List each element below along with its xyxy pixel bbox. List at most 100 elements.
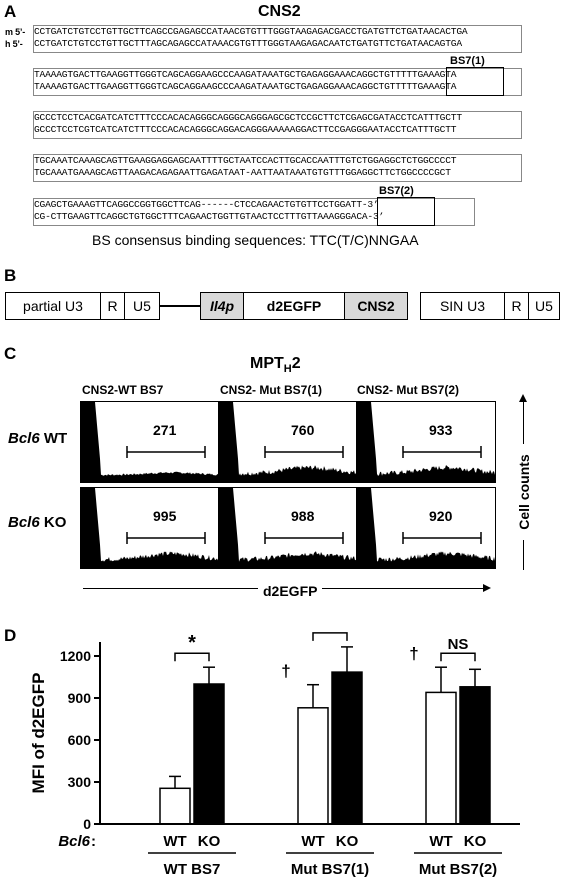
gate-value: 760 <box>291 422 315 438</box>
histogram-r1-c1: 271 <box>80 401 220 483</box>
row-label-ko-suffix: KO <box>39 514 67 531</box>
histogram-trace <box>219 488 357 568</box>
significance-label: * <box>188 632 196 654</box>
seq-row5-m: CGAGCTGAAAGTTCAGGCCGGTGGCTTCAG------CTCC… <box>34 199 379 210</box>
bar <box>425 691 457 825</box>
seq-block-2: TAAAAGTGACTTGAAGGTTGGGTCAGCAGGAAGCCCAAGA… <box>33 68 522 96</box>
bar <box>193 683 225 825</box>
y-tick-label: 1200 <box>60 648 91 664</box>
seq-block-4: TGCAAATCAAAGCAGTTGAAGGAGGAGCAATTTTGCTAAT… <box>33 154 522 182</box>
histogram-r1-c2: 760 <box>218 401 358 483</box>
histogram-r1-c3: 933 <box>356 401 496 483</box>
significance-bracket <box>440 652 476 662</box>
y-axis-arrowhead <box>519 394 527 402</box>
seq-row1-m: CCTGATCTGTCCTGTTGCTTCAGCCGAGAGCCATAACGTG… <box>34 26 468 37</box>
y-axis-label: Cell counts <box>514 444 534 540</box>
histogram-r2-c3: 920 <box>356 487 496 569</box>
row-label-ko: Bcl6 KO <box>8 514 66 531</box>
significance-bracket <box>312 632 348 641</box>
genotype-label: WT <box>429 833 452 850</box>
panel-a-label: A <box>4 2 17 21</box>
y-axis-label: MFI of d2EGFP <box>29 673 48 794</box>
histogram-trace <box>81 402 219 482</box>
panel-c-title-sub: H <box>283 363 292 376</box>
construct-u5-2: U5 <box>528 292 560 320</box>
y-tick-label: 300 <box>68 774 92 790</box>
y-axis-label-text: Cell counts <box>516 444 532 540</box>
construct-sin-u3: SIN U3 <box>420 292 505 320</box>
bar <box>459 686 491 825</box>
construct-u5-1: U5 <box>124 292 160 320</box>
y-tick-label: 600 <box>68 732 92 748</box>
col-label-3: CNS2- Mut BS7(2) <box>357 383 460 397</box>
bs7-2-label: BS7(2) <box>379 185 414 197</box>
group-label: Mut BS7(2) <box>419 861 497 878</box>
panel-a-title: CNS2 <box>258 3 301 20</box>
strand-label-h: h 5’- <box>5 39 23 49</box>
seq-row2-h: TAAAAGTGACTTGAAGGTTGGGTCAGCAGGAAGCCCAAGA… <box>34 81 457 92</box>
gate-value: 271 <box>153 422 177 438</box>
histogram-trace <box>357 402 495 482</box>
construct-d2egfp: d2EGFP <box>243 292 345 320</box>
bs7-1-label: BS7(1) <box>450 55 485 67</box>
genotype-label: WT <box>163 833 186 850</box>
seq-block-3: GCCCTCCTCACGATCATCTTTCCCACACAGGGCAGGGCAG… <box>33 111 522 139</box>
seq-row3-m: GCCCTCCTCACGATCATCTTTCCCACACAGGGCAGGGCAG… <box>34 112 462 123</box>
bs7-2-box <box>377 197 435 226</box>
panel-d-label: D <box>4 626 17 645</box>
group-label: Mut BS7(1) <box>291 861 369 878</box>
y-tick-label: 0 <box>83 816 91 832</box>
construct-partial-u3: partial U3 <box>5 292 101 320</box>
construct-cns2: CNS2 <box>344 292 408 320</box>
seq-row4-h: TGCAAATGAAAGCAGTTAAGACAGAGAATTGAGATAAT-A… <box>34 167 451 178</box>
seq-block-5: CGAGCTGAAAGTTCAGGCCGGTGGCTTCAG------CTCC… <box>33 198 475 226</box>
significance-bracket <box>174 652 210 662</box>
histogram-r2-c2: 988 <box>218 487 358 569</box>
seq-row4-m: TGCAAATCAAAGCAGTTGAAGGAGGAGCAATTTTGCTAAT… <box>34 155 457 166</box>
significance-label: NS <box>448 636 469 653</box>
genotype-axis-colon: : <box>91 833 96 850</box>
histogram-trace <box>357 488 495 568</box>
genotype-axis-label: Bcl6 <box>58 833 90 850</box>
seq-block-1: CCTGATCTGTCCTGTTGCTTCAGCCGAGAGCCATAACGTG… <box>33 25 522 53</box>
genotype-label: KO <box>198 833 221 850</box>
bs7-1-box <box>446 67 504 96</box>
seq-row2-m: TAAAAGTGACTTGAAGGTTGGGTCAGCAGGAAGCCCAAGA… <box>34 69 457 80</box>
bar <box>331 671 363 825</box>
strand-label-m: m 5’- <box>5 27 26 37</box>
gate-value: 988 <box>291 508 315 524</box>
x-axis-label: d2EGFP <box>258 583 323 599</box>
histogram-trace <box>219 402 357 482</box>
bar-chart: MFI of d2EGFP 0 300 600 900 1200 * WT KO WT BS7 NS… <box>29 630 520 878</box>
col-label-1: CNS2-WT BS7 <box>82 383 164 397</box>
consensus-text: BS consensus binding sequences: TTC(T/C)… <box>92 232 419 248</box>
gate-value: 933 <box>429 422 453 438</box>
construct-r1: R <box>100 292 125 320</box>
genotype-label: KO <box>464 833 487 850</box>
row-label-wt: Bcl6 WT <box>8 430 67 447</box>
construct-il4p: Il4p <box>200 292 244 320</box>
significance-label: NS <box>320 630 341 633</box>
dagger-mark: † <box>409 644 418 663</box>
dagger-mark: † <box>281 662 290 681</box>
construct-r2: R <box>504 292 529 320</box>
histogram-r2-c1: 995 <box>80 487 220 569</box>
histogram-trace <box>81 488 219 568</box>
row-label-wt-suffix: WT <box>39 430 68 447</box>
genotype-label: KO <box>336 833 359 850</box>
panel-c-label: C <box>4 344 17 363</box>
panel-c-title-num: 2 <box>291 355 301 372</box>
bar <box>297 707 329 825</box>
row-label-ko-gene: Bcl6 <box>8 514 40 531</box>
construct-map: partial U3 R U5 Il4p d2EGFP CNS2 SIN U3 … <box>0 292 563 320</box>
seq-row3-h: GCCCTCCTCGTCATCATCTTTCCCACACAGGGCAGGACAG… <box>34 124 457 135</box>
gate-value: 995 <box>153 508 177 524</box>
group-label: WT BS7 <box>164 861 221 878</box>
seq-row1-h: CCTGATCTGTCCTGTTGCTTTAGCAGAGCCATAAACGTGT… <box>34 38 462 49</box>
panel-b-label: B <box>4 266 17 285</box>
col-label-2: CNS2- Mut BS7(1) <box>220 383 323 397</box>
panel-c-title-main: MPT <box>250 355 284 372</box>
row-label-wt-gene: Bcl6 <box>8 430 40 447</box>
bar <box>159 787 191 825</box>
genotype-label: WT <box>301 833 324 850</box>
